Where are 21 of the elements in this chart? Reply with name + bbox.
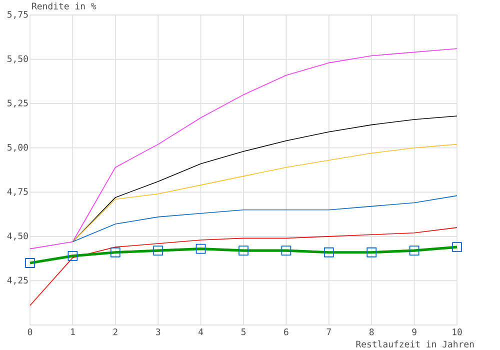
x-tick-label: 1 [71, 328, 75, 336]
x-axis-title: Restlaufzeit in Jahren [356, 340, 474, 348]
y-tick-label: 4,25 [7, 276, 28, 285]
line-series [72, 144, 458, 242]
y-tick-label: 5,50 [8, 55, 28, 64]
x-tick-label: 9 [412, 328, 416, 336]
y-tick-label: 4,75 [7, 188, 28, 196]
x-tick-label: 3 [156, 328, 160, 336]
x-tick-label: 0 [28, 328, 32, 336]
y-axis-title: Rendite in % [32, 2, 96, 10]
x-tick-label: 8 [369, 328, 374, 336]
y-tick-label: 4,50 [7, 232, 28, 240]
x-tick-label: 5 [241, 328, 246, 336]
x-tick-label: 7 [326, 328, 331, 336]
x-tick-label: 10 [452, 328, 462, 336]
x-tick-label: 6 [284, 328, 288, 336]
x-tick-label: 4 [198, 328, 204, 336]
x-tick-label: 2 [113, 328, 118, 336]
y-tick-label: 5,00 [8, 144, 28, 152]
y-tick-label: 5,75 [8, 11, 28, 19]
y-tick-label: 5,25 [8, 100, 28, 108]
